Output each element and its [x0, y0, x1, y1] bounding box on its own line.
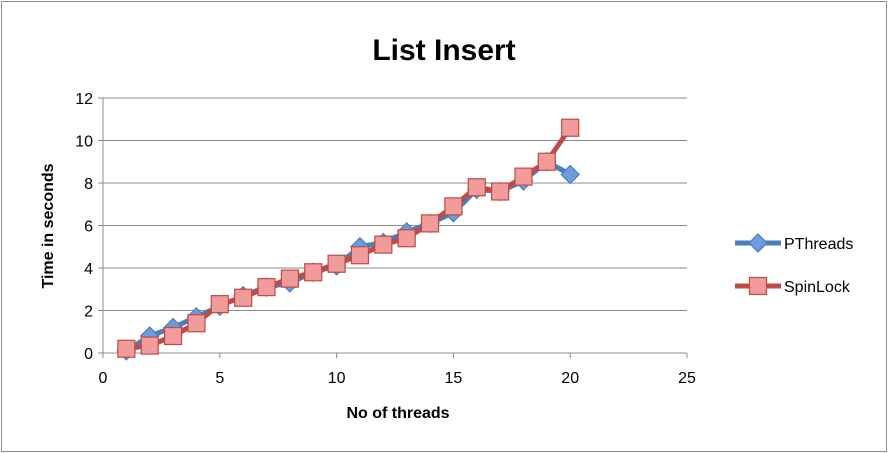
data-point-spinlock	[491, 182, 510, 201]
data-point-spinlock	[561, 118, 580, 137]
y-tick-label: 10	[75, 134, 93, 151]
y-tick-label: 0	[84, 346, 93, 363]
chart-title: List Insert	[372, 34, 515, 67]
legend-marker	[748, 276, 768, 296]
data-point-spinlock	[163, 326, 183, 346]
x-tick-label: 5	[215, 370, 224, 387]
y-tick-label: 12	[75, 91, 93, 108]
x-tick-label: 15	[445, 370, 463, 387]
y-tick-label: 6	[84, 219, 93, 236]
legend-marker	[748, 233, 768, 253]
data-point-spinlock	[257, 278, 276, 297]
data-point-spinlock	[234, 288, 253, 307]
y-tick-label: 8	[84, 176, 93, 193]
data-point-spinlock	[397, 229, 416, 248]
data-point-spinlock	[187, 314, 206, 333]
data-point-spinlock	[304, 263, 323, 282]
x-tick-label: 20	[561, 370, 579, 387]
legend-item-spinlock: SpinLock	[735, 276, 851, 296]
data-point-spinlock	[327, 254, 346, 273]
x-axis-title: No of threads	[346, 405, 449, 422]
data-point-spinlock	[280, 269, 299, 288]
axes	[98, 97, 688, 358]
x-tick-label: 0	[99, 370, 108, 387]
gridlines	[103, 97, 687, 311]
data-point-spinlock	[210, 295, 229, 314]
x-tick-label: 25	[678, 370, 696, 387]
data-point-spinlock	[444, 197, 463, 216]
data-point-spinlock	[117, 339, 136, 358]
data-point-spinlock	[514, 167, 533, 186]
series-spinlock	[117, 118, 580, 358]
y-axis-title: Time in seconds	[40, 163, 57, 288]
legend: PThreads SpinLock	[735, 233, 853, 296]
data-point-spinlock	[374, 235, 393, 254]
legend-item-pthreads: PThreads	[735, 233, 853, 253]
data-point-spinlock	[350, 246, 370, 265]
data-point-spinlock	[420, 214, 440, 233]
data-point-pthreads	[560, 164, 581, 185]
y-tick-label: 4	[84, 261, 93, 278]
tick-labels: 0 2 4 6 8 10 12 0 5 10 15 20 25	[75, 91, 696, 387]
data-point-spinlock	[140, 336, 159, 355]
legend-label: SpinLock	[784, 279, 851, 296]
legend-label: PThreads	[784, 236, 853, 253]
series-layer	[116, 118, 581, 361]
y-tick-label: 2	[84, 304, 93, 321]
x-tick-label: 10	[328, 370, 346, 387]
data-point-spinlock	[537, 152, 556, 171]
data-point-spinlock	[467, 178, 486, 197]
